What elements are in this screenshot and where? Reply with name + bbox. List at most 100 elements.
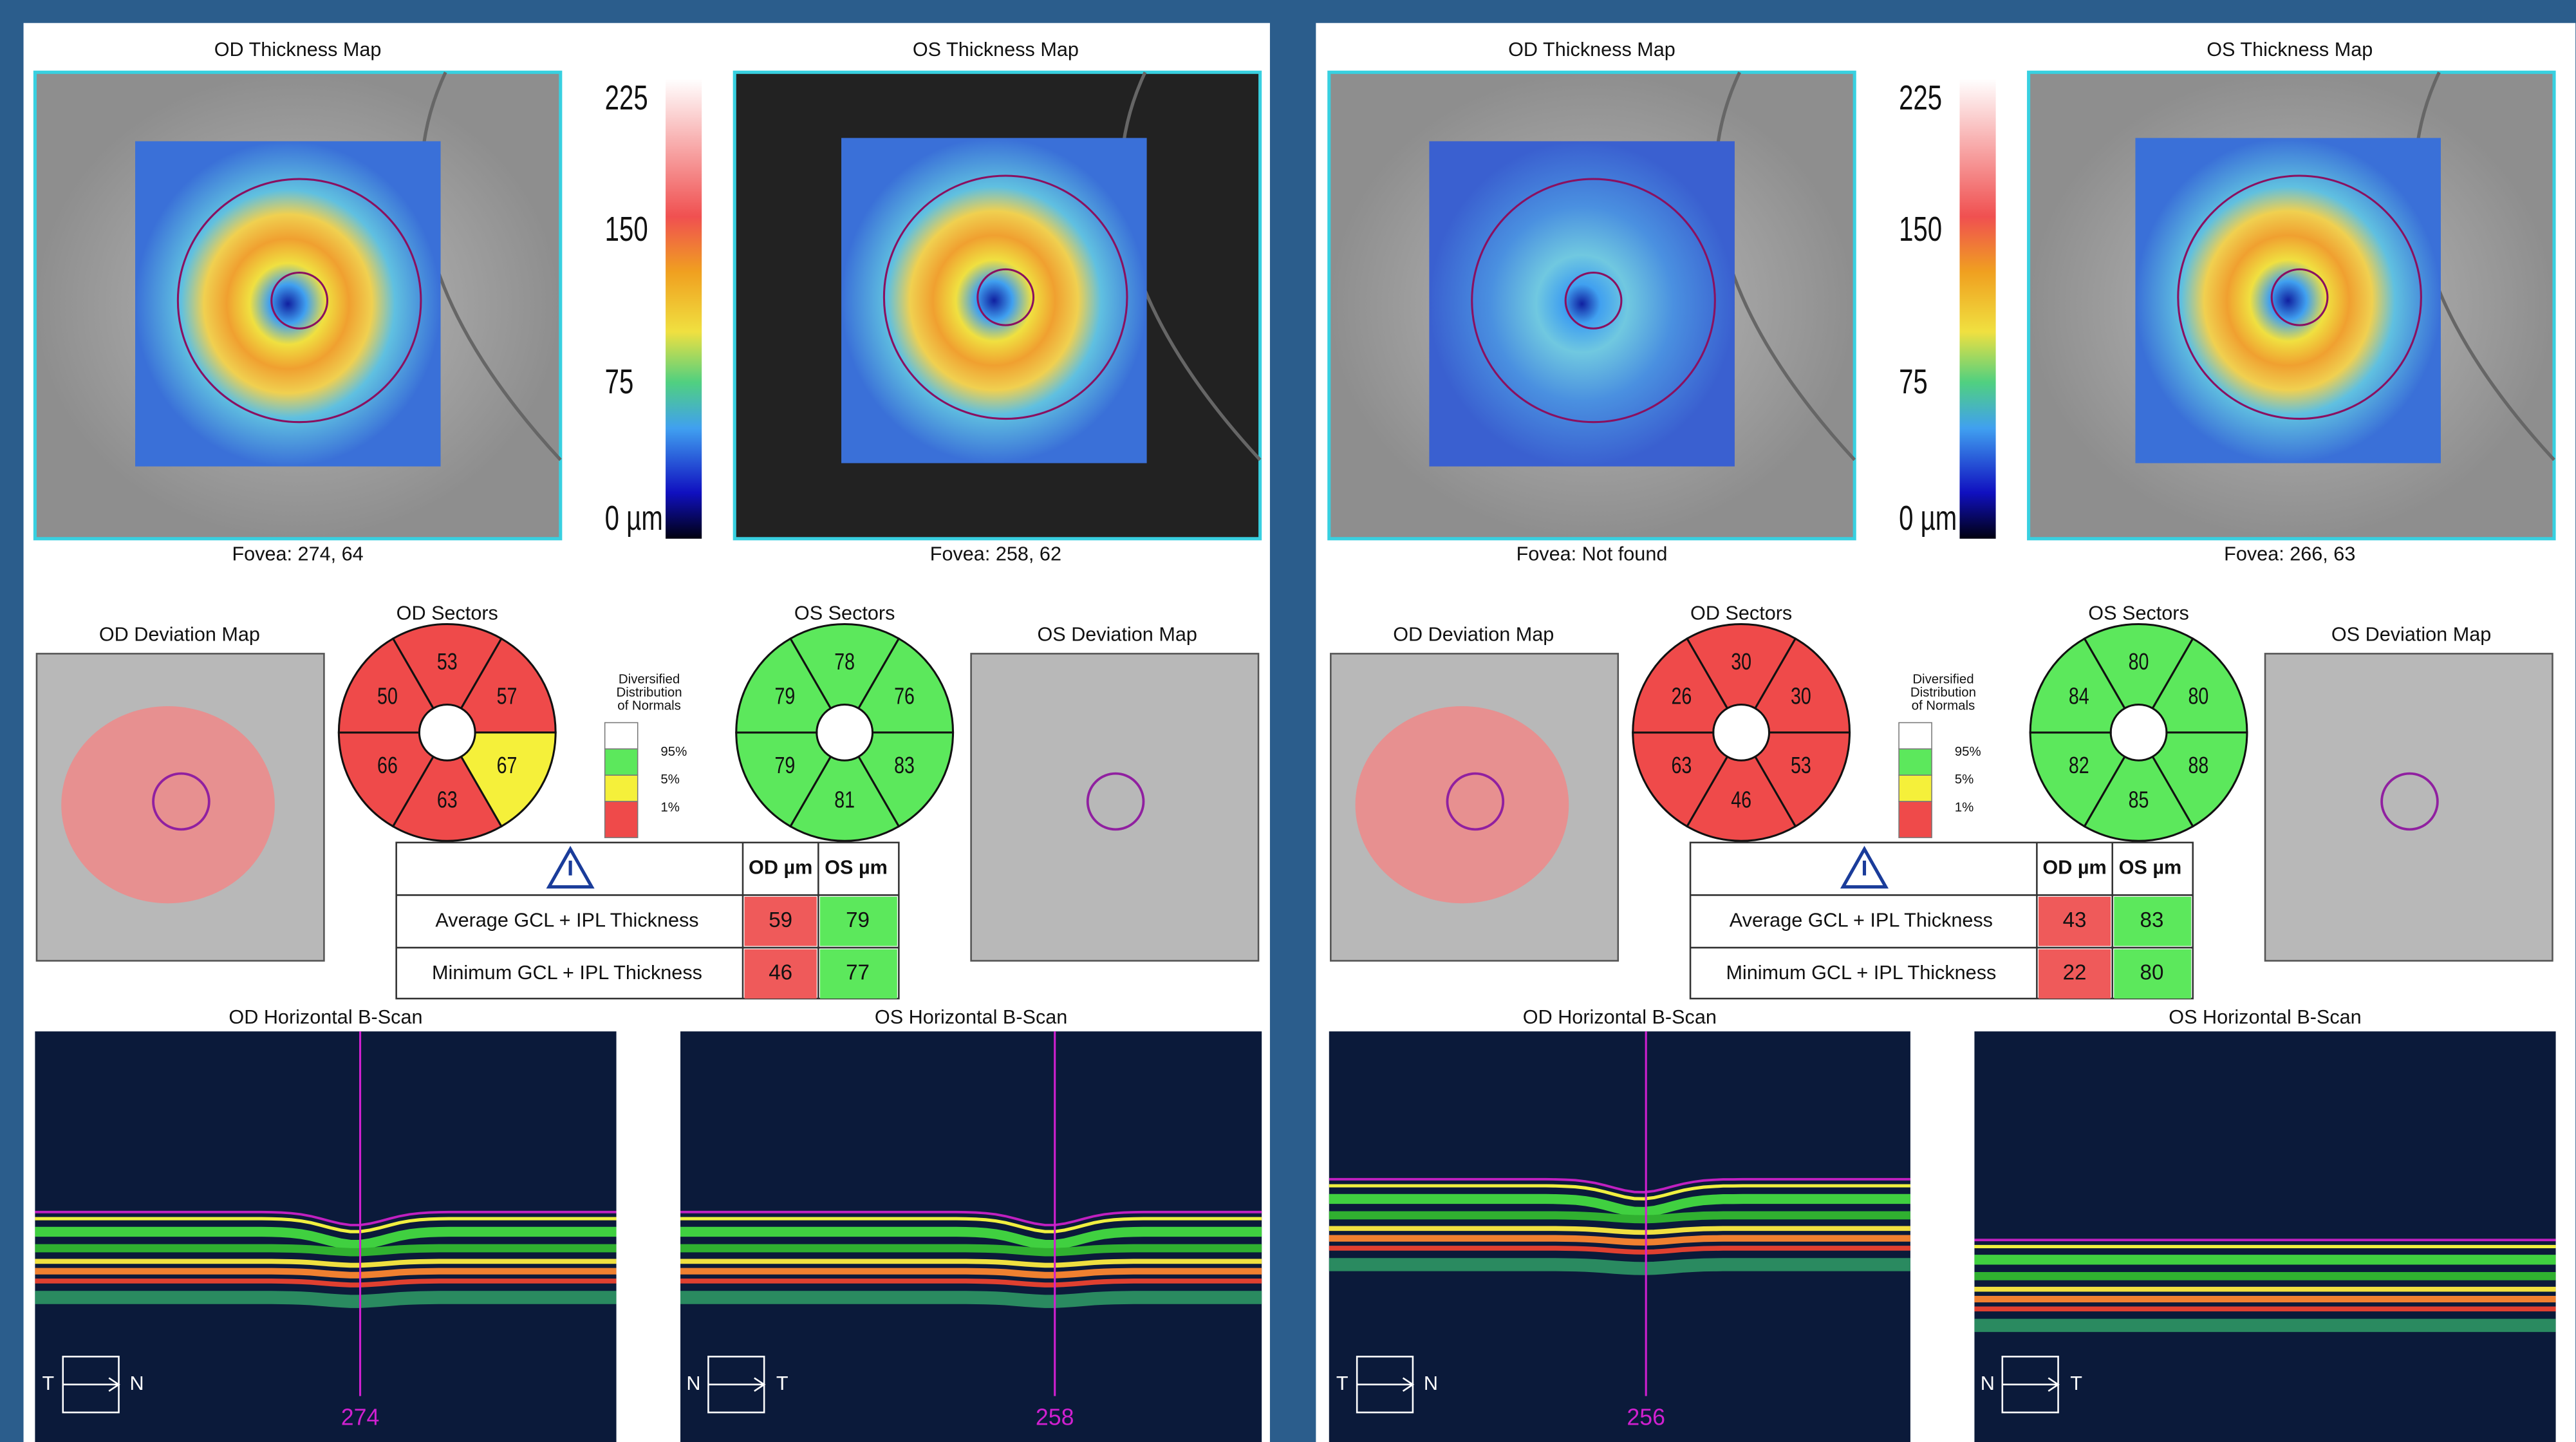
row-label: Average GCL + IPL Thickness [1730,909,1993,931]
sector [2083,755,2194,842]
legend-title: Distribution [617,686,682,700]
legend-swatch [604,774,639,802]
sector [857,731,955,828]
fovea-label: Fovea: 266, 63 [2224,543,2355,565]
outer-ring [882,174,1128,420]
legend-swatch [1898,748,1932,776]
os-cell [2114,896,2192,946]
retina-layer [1329,1184,1910,1201]
legend-swatch [1898,774,1932,802]
os-cell [819,896,897,946]
sector-value: 53 [1791,753,1811,778]
legend-swatch [1898,722,1932,750]
legend-label: 1% [1955,801,1974,815]
retina-layer [35,1217,617,1233]
table-header: OD µm [2042,857,2106,879]
retina-layer [35,1244,617,1257]
orientation-box [62,1356,120,1414]
retina-layer [680,1226,1262,1250]
outer-ring [1471,178,1716,424]
sector [1632,731,1729,828]
table-header: OS µm [825,857,888,879]
od-value: 46 [769,961,792,985]
inner-ring [270,271,329,330]
map-title: OS Thickness Map [913,39,1079,61]
panel: OD Thickness Map Fovea: Not found OS Thick… [1327,39,2556,1442]
orientation-box [707,1356,766,1414]
sectors-title: OS Sectors [794,602,895,624]
warning-icon [1840,845,1889,889]
legend-label: 95% [1955,745,1981,759]
retina-layer [680,1210,1262,1226]
deviation-title: OS Deviation Map [1037,623,1197,645]
sectors-title: OD Sectors [1690,602,1792,624]
retina-layer [680,1291,1262,1308]
scale-label: 225 [1899,79,1942,117]
sector-value: 78 [834,649,855,675]
od-cell [744,949,817,999]
od-cell [2038,896,2111,946]
table-header: OD µm [749,857,812,879]
panel: OD Thickness Map Fovea: 274, 64 OS Thickne… [33,39,1262,1442]
sector [1753,731,1851,828]
orientation-label: T [42,1372,54,1394]
deviation-map [970,653,1260,962]
od-cell [2038,949,2111,999]
sector [2151,637,2248,734]
sector-value: 85 [2129,787,2149,812]
orientation-box [1356,1356,1415,1414]
legend-label: 1% [660,801,680,815]
os-cell [2114,949,2192,999]
sector-value: 79 [774,753,795,778]
warning-icon [546,845,595,889]
sectors-title: OS Sectors [2088,602,2189,624]
retina-layer [1329,1258,1910,1275]
sector [337,637,435,734]
os-value: 80 [2140,961,2164,985]
deviation-title: OD Deviation Map [1393,623,1554,645]
sector [1632,637,1729,734]
retina-layer [35,1268,617,1278]
sector-value: 53 [437,649,458,675]
retina-layer [680,1278,1262,1288]
outer-ring [2177,174,2422,420]
sector [735,731,832,828]
retina-layer [680,1259,1262,1268]
thickness-heatmap [841,138,1147,464]
scale-label: 75 [1899,363,1928,402]
od-cell [744,896,817,946]
sector [2029,637,2126,734]
bscan [1974,1031,2556,1442]
deviation-area [1355,706,1569,904]
sector-value: 30 [1791,684,1811,709]
legend-swatch [1898,801,1932,838]
sector-value: 83 [894,753,915,778]
sector [2083,623,2194,710]
sector [789,623,901,710]
retina-layer [1329,1246,1910,1255]
deviation-title: OS Deviation Map [2331,623,2491,645]
bscan-title: OS Horizontal B-Scan [875,1006,1067,1028]
legend-swatch [604,801,639,838]
fovea-ring [1446,772,1505,831]
sector-value: 67 [497,753,518,778]
position-label: 256 [1627,1405,1665,1430]
retina-layer [1329,1211,1910,1224]
fovea-ring [2380,772,2439,831]
scale-label: 0 µm [1899,499,1957,538]
map-title: OS Thickness Map [2207,39,2373,61]
sector-value: 57 [497,684,518,709]
row-label: Minimum GCL + IPL Thickness [1726,962,1996,984]
scale-label: 0 µm [605,499,663,538]
scale-label: 150 [1899,210,1942,248]
orientation-label: N [1981,1372,1995,1394]
fovea-label: Fovea: 274, 64 [232,543,363,565]
fovea-label: Fovea: Not found [1517,543,1668,565]
inner-ring [1564,271,1623,330]
thickness-heatmap [135,141,441,467]
deviation-title: OD Deviation Map [99,623,260,645]
table-header: OS µm [2119,857,2182,879]
sector [460,731,557,828]
scale-label: 75 [605,363,634,402]
